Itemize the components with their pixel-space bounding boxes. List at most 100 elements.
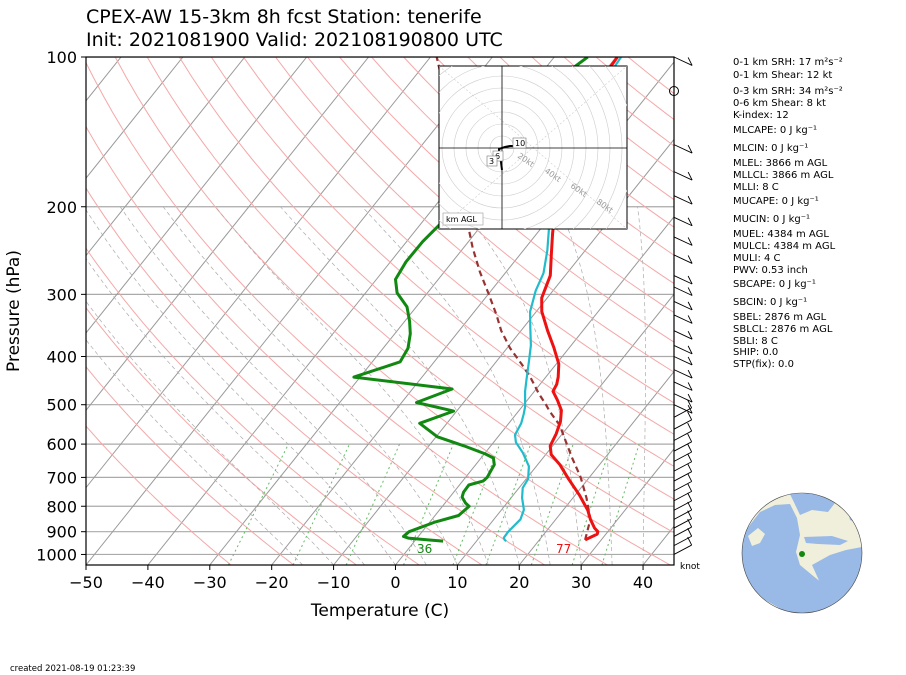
dry-adiabat-80 xyxy=(242,57,674,435)
index-srh-0-3: 0-3 km SRH: 34 m²s⁻² xyxy=(733,86,843,97)
index-sbel: SBEL: 2876 m AGL xyxy=(733,312,827,323)
dry-adiabat-70 xyxy=(210,57,674,467)
moist-adiabat-40 xyxy=(637,206,646,565)
wind-barb-shaft xyxy=(673,195,693,205)
wind-barb-flag xyxy=(687,287,693,296)
background-lines xyxy=(86,57,674,565)
hodograph-diagonal xyxy=(439,66,627,229)
wind-barb xyxy=(673,404,693,414)
wind-barb xyxy=(673,411,693,430)
index-kindex: K-index: 12 xyxy=(733,110,789,121)
chart-title-line2: Init: 2021081900 Valid: 202108190800 UTC xyxy=(86,29,503,51)
wind-barb xyxy=(673,463,693,482)
wind-barb xyxy=(673,510,693,529)
wind-barb-flag xyxy=(687,443,693,453)
wind-barb-flag xyxy=(687,356,693,366)
wind-barb xyxy=(673,453,693,472)
mixing-ratio-4 xyxy=(403,443,454,565)
wind-barb-shaft xyxy=(673,393,693,403)
wind-barb-shaft xyxy=(673,286,693,296)
wind-barb xyxy=(673,345,693,355)
wind-barb-flag xyxy=(687,255,693,264)
dry-adiabat-30 xyxy=(86,61,608,565)
globe-north-seas xyxy=(790,493,835,515)
wind-barb-shaft xyxy=(673,171,693,181)
wind-barb-shaft xyxy=(673,254,693,264)
wind-barb xyxy=(673,483,693,502)
wind-barb xyxy=(673,275,693,285)
station-marker xyxy=(799,551,805,557)
dry-adiabat-10 xyxy=(86,187,483,565)
mixing-ratio-24 xyxy=(571,443,612,565)
index-srh-0-1: 0-1 km SRH: 17 m²s⁻² xyxy=(733,57,843,68)
mixing-ratio-16 xyxy=(530,443,574,565)
wind-barb xyxy=(673,330,693,340)
wind-barb-shaft xyxy=(673,345,693,355)
globe-north-america-part xyxy=(748,528,765,546)
wind-barb-shaft xyxy=(673,500,692,511)
mixing-ratio-32 xyxy=(601,443,640,565)
wind-barb-flag xyxy=(687,528,693,537)
moist-adiabat-30 xyxy=(460,206,582,565)
index-muli: MULI: 4 C xyxy=(733,253,781,264)
wind-barb-flag xyxy=(687,399,693,409)
wind-barb-flag xyxy=(687,433,693,442)
globe-atlantic xyxy=(742,504,835,613)
wind-barb xyxy=(673,443,693,462)
y-tick-label-200: 200 xyxy=(46,198,77,217)
isotherm-0 xyxy=(395,216,674,565)
moist-adiabat-35 xyxy=(558,206,613,565)
isotherm--70 xyxy=(86,57,370,412)
y-tick-label-100: 100 xyxy=(46,48,77,67)
wind-barb xyxy=(673,254,693,264)
index-mlel: MLEL: 3866 m AGL xyxy=(733,158,828,169)
wind-barb xyxy=(673,301,693,311)
dry-adiabat-100 xyxy=(307,57,674,373)
wind-barb-shaft xyxy=(673,518,692,529)
dewpoint-surface-label: 36 xyxy=(417,542,432,556)
wind-barb-shaft xyxy=(673,216,693,227)
index-mllcl: MLLCL: 3866 m AGL xyxy=(733,170,834,181)
wind-barb-shaft xyxy=(673,481,692,492)
wind-barb-shaft xyxy=(673,407,692,418)
wind-barb-flag xyxy=(687,501,693,511)
wind-barb xyxy=(673,492,693,511)
dry-adiabat-110 xyxy=(339,57,674,343)
hodograph-corner-box xyxy=(442,212,484,226)
wind-barb-flag xyxy=(687,57,693,66)
wind-barb xyxy=(673,195,693,205)
dry-adiabat--10 xyxy=(86,306,357,565)
wind-barb xyxy=(673,171,693,181)
isotherm-10 xyxy=(456,293,674,565)
wind-barb-flag xyxy=(687,144,693,154)
wind-barb-flag xyxy=(687,492,693,502)
wind-barb xyxy=(673,422,693,441)
hodograph-height-label-10: 10 xyxy=(515,139,525,148)
wind-barb xyxy=(673,518,693,537)
wind-barb-shaft xyxy=(673,471,692,482)
wind-barb xyxy=(673,536,693,555)
wind-barb xyxy=(673,433,693,452)
wind-barb-shaft xyxy=(673,356,693,366)
index-pwv: PWV: 0.53 inch xyxy=(733,265,808,276)
wind-barb xyxy=(673,528,693,547)
wind-barb-shaft xyxy=(673,430,692,441)
index-mlcape: MLCAPE: 0 J kg⁻¹ xyxy=(733,125,818,136)
hodograph-corner-label: km AGL xyxy=(446,215,478,224)
wind-barb-flag xyxy=(687,301,693,311)
moist-adiabat--5 xyxy=(86,258,365,565)
wind-barb-flag xyxy=(687,404,693,414)
x-tick-label-10: 10 xyxy=(447,573,467,592)
hodograph-height-label-6: 6 xyxy=(495,152,500,161)
wind-barb-shaft xyxy=(673,314,693,324)
isotherm--50 xyxy=(86,57,493,565)
wind-barb-flag xyxy=(687,411,693,421)
wind-barb-shaft xyxy=(673,404,693,414)
wind-barb-flag xyxy=(687,483,693,492)
index-mulcl: MULCL: 4384 m AGL xyxy=(733,241,836,252)
wind-barb-flag xyxy=(687,422,693,432)
wind-barb-flag xyxy=(687,330,693,340)
axes: −50 −40 −30 −20 −10 0 10 20 30 40 100 200 300 400 500 6… xyxy=(36,48,653,592)
wind-barb-flag xyxy=(687,473,693,482)
